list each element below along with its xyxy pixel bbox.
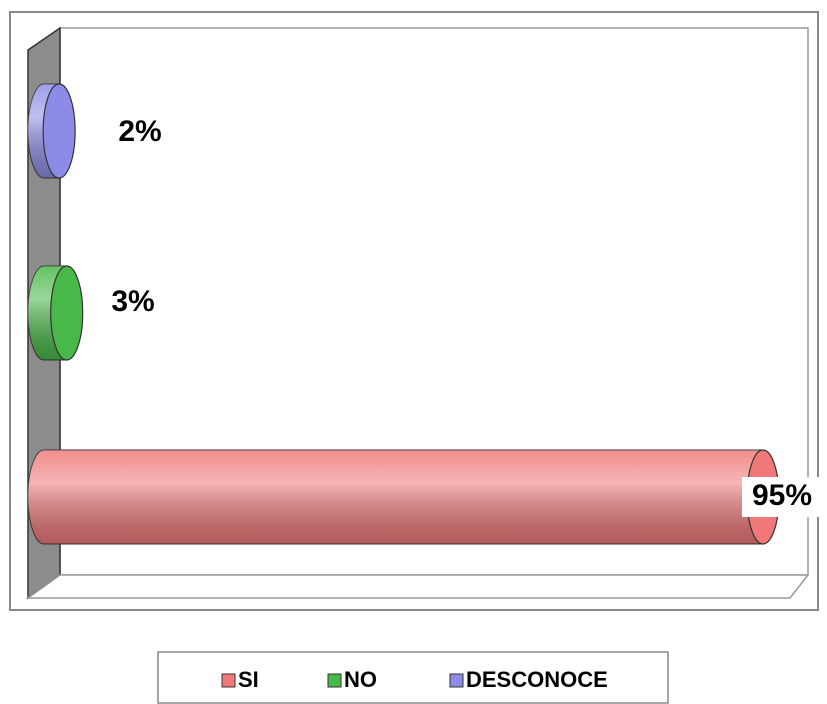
value-label: 95%	[752, 479, 812, 512]
legend	[157, 651, 669, 704]
floor	[25, 574, 810, 599]
value-label-bg	[742, 477, 822, 517]
legend-swatch	[221, 673, 236, 688]
bar-cap	[42, 83, 76, 179]
legend-label: DESCONOCE	[466, 667, 608, 692]
bar	[27, 265, 84, 361]
legend-swatch	[327, 673, 342, 688]
value-label: 3%	[111, 285, 154, 318]
bar-cap	[50, 265, 84, 361]
bar-shine	[28, 450, 763, 544]
value-label: 2%	[118, 115, 161, 148]
bar	[27, 83, 76, 179]
legend-label: NO	[344, 667, 377, 692]
bar	[27, 449, 780, 545]
legend-swatch	[449, 673, 464, 688]
legend-label: SI	[238, 667, 259, 692]
